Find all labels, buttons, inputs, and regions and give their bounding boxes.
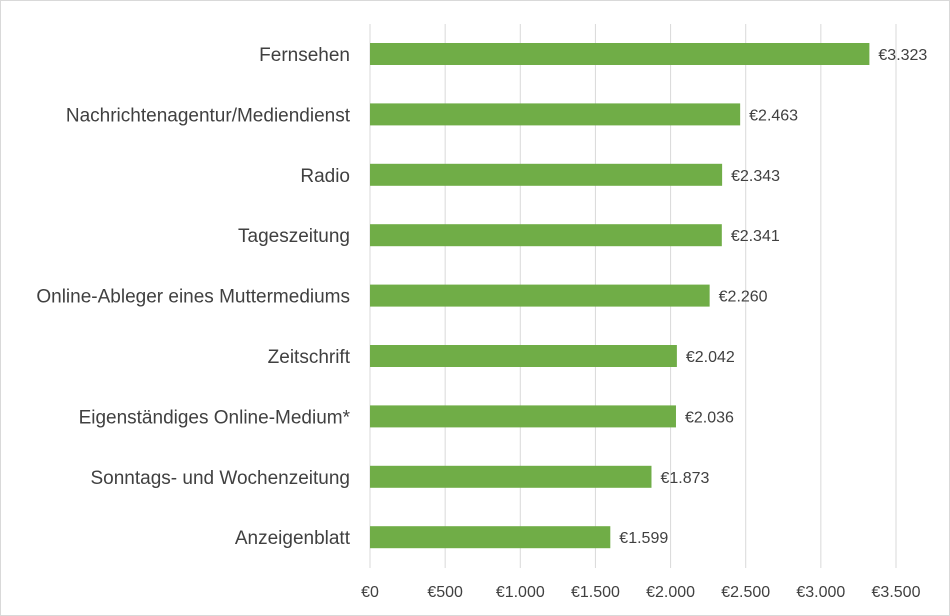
data-label: €2.463 <box>749 107 798 124</box>
bar <box>370 43 870 65</box>
x-tick-label: €2.000 <box>646 584 695 601</box>
bar <box>370 465 652 488</box>
x-tick-label: €3.500 <box>872 584 921 601</box>
bar <box>370 405 676 428</box>
x-tick-label: €500 <box>427 584 463 601</box>
x-tick-label: €2.500 <box>721 584 770 601</box>
category-label: Sonntags- und Wochenzeitung <box>91 468 351 489</box>
category-labels: Fernsehen Nachrichtenagentur/Mediendienst… <box>36 45 350 549</box>
x-tick-label: €0 <box>361 584 379 601</box>
data-label: €2.036 <box>685 409 734 426</box>
data-label: €1.599 <box>619 530 668 547</box>
category-label: Radio <box>300 166 350 187</box>
bar <box>370 103 741 126</box>
data-labels: €3.323 €2.463 €2.343 €2.341 €2.260 €2.042 €2.0… <box>619 47 927 547</box>
bar <box>370 526 611 549</box>
bar <box>370 163 723 186</box>
bar <box>370 224 722 247</box>
data-label: €2.343 <box>731 168 780 185</box>
category-label: Anzeigenblatt <box>235 528 351 549</box>
data-label: €2.260 <box>719 289 768 306</box>
bar <box>370 284 710 307</box>
x-tick-label: €1.000 <box>496 584 545 601</box>
category-label: Online-Ableger eines Muttermediums <box>36 287 350 308</box>
x-tick-label: €1.500 <box>571 584 620 601</box>
category-label: Tageszeitung <box>238 226 350 247</box>
data-label: €2.042 <box>686 349 735 366</box>
category-label: Nachrichtenagentur/Mediendienst <box>66 105 351 126</box>
x-axis-tick-labels: €0 €500 €1.000 €1.500 €2.000 €2.500 €3.000 €3.5… <box>361 584 920 601</box>
x-tick-label: €3.000 <box>796 584 845 601</box>
bars <box>370 43 870 549</box>
category-label: Eigenständiges Online-Medium* <box>79 407 351 428</box>
category-label: Fernsehen <box>259 45 350 66</box>
bar <box>370 345 677 367</box>
data-label: €1.873 <box>660 470 709 487</box>
data-label: €3.323 <box>878 47 927 64</box>
data-label: €2.341 <box>731 228 780 245</box>
category-label: Zeitschrift <box>268 347 351 368</box>
